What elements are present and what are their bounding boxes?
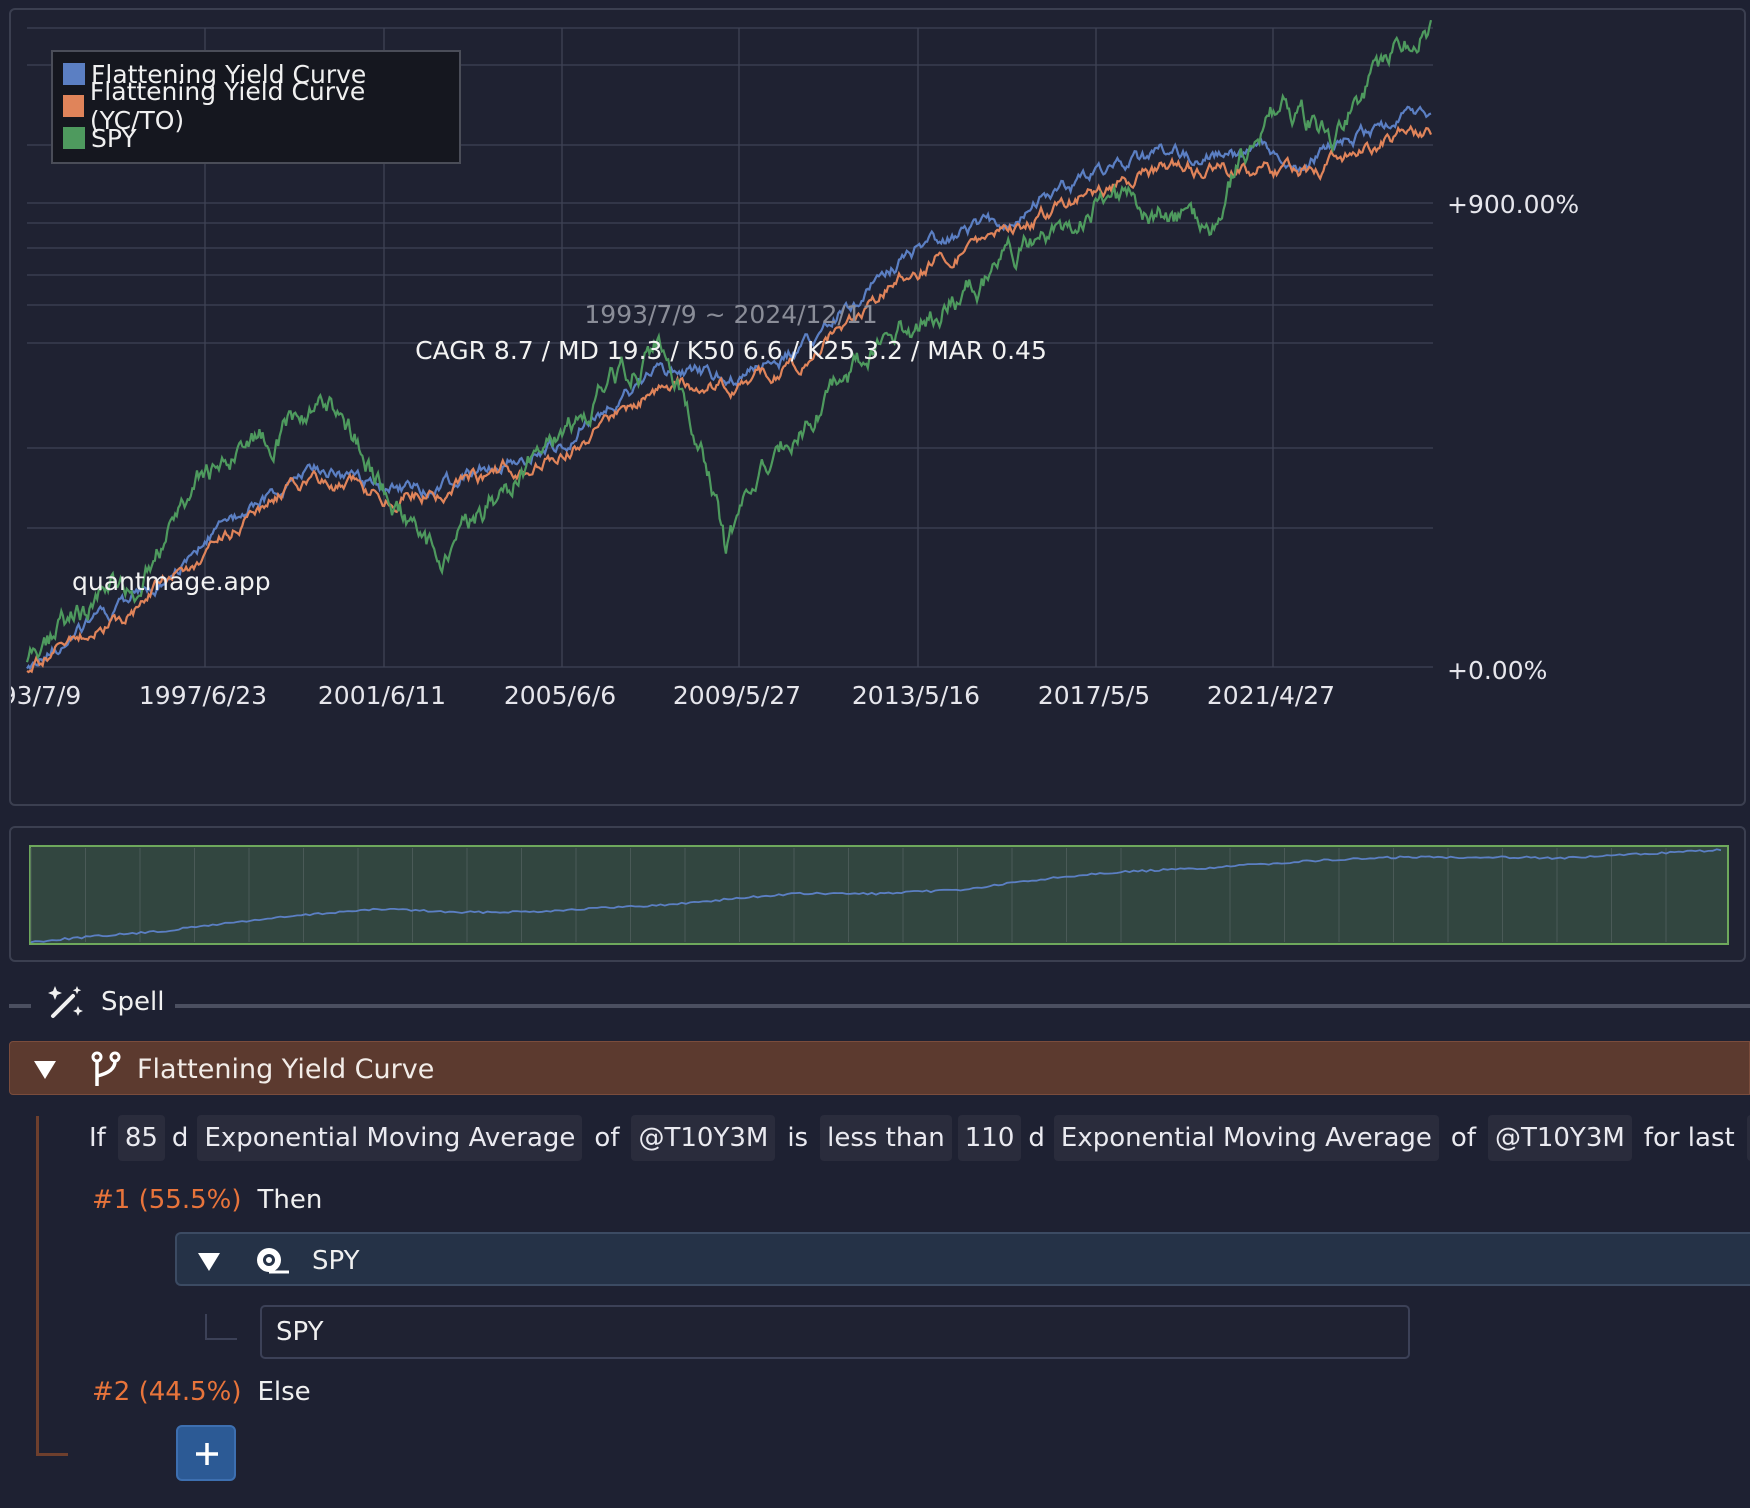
watermark: quantmage.app — [72, 567, 271, 596]
conditional-block-header[interactable]: Flattening Yield Curve — [9, 1041, 1750, 1095]
legend-swatch — [63, 63, 85, 85]
chart-legend: Flattening Yield Curve Flattening Yield C… — [51, 50, 461, 164]
then-keyword: Then — [257, 1185, 323, 1215]
if-keyword: If — [89, 1123, 106, 1153]
x-axis-label: 2005/6/6 — [504, 681, 616, 710]
comparator-select[interactable]: less than — [820, 1115, 952, 1161]
magic-wand-icon — [48, 986, 83, 1018]
navigator-plot[interactable] — [11, 828, 1748, 964]
branch-icon — [91, 1051, 121, 1086]
chart-navigator[interactable] — [9, 826, 1746, 962]
tree-connector-foot — [36, 1453, 68, 1456]
legend-label: Flattening Yield Curve (YC/TO) — [89, 77, 366, 135]
asset-block-header[interactable]: SPY — [175, 1232, 1750, 1286]
navigator-selection[interactable] — [29, 845, 1729, 945]
x-axis-label: 2009/5/27 — [673, 681, 801, 710]
left-ticker-field[interactable]: @T10Y3M — [631, 1115, 776, 1161]
right-ticker-field[interactable]: @T10Y3M — [1487, 1115, 1632, 1161]
for-last-keyword: for last — [1643, 1123, 1735, 1153]
ticker-input[interactable]: SPY — [260, 1305, 1410, 1359]
is-keyword: is — [787, 1123, 809, 1153]
ticker-icon — [257, 1248, 289, 1274]
performance-chart[interactable]: 93/7/9 1997/6/23 2001/6/11 2005/6/6 2009/5/2… — [11, 10, 1746, 806]
stats-annotation: CAGR 8.7 / MD 19.3 / K50 6.6 / K25 3.2 /… — [415, 336, 1047, 365]
tree-connector — [36, 1116, 39, 1456]
x-axis-label: 2013/5/16 — [852, 681, 980, 710]
else-branch-label: #2 (44.5%) Else — [92, 1377, 311, 1407]
of-keyword-2: of — [1450, 1123, 1476, 1153]
legend-item[interactable]: Flattening Yield Curve (YC/TO) — [63, 77, 449, 135]
then-branch-label: #1 (55.5%) Then — [92, 1185, 322, 1215]
legend-label: SPY — [91, 123, 137, 153]
of-keyword: of — [594, 1123, 620, 1153]
legend-item[interactable]: SPY — [63, 122, 449, 154]
plus-icon — [196, 1443, 218, 1465]
right-unit: d — [1028, 1123, 1045, 1153]
navigator-series-line — [30, 848, 1722, 944]
y-axis-label: +0.00% — [1447, 656, 1547, 685]
collapse-triangle-icon[interactable] — [195, 1246, 223, 1274]
else-keyword: Else — [257, 1377, 311, 1407]
x-axis-label: 2017/5/5 — [1038, 681, 1150, 710]
then-branch-weight: #1 (55.5%) — [92, 1185, 242, 1215]
x-axis-label: 93/7/9 — [11, 681, 81, 710]
y-axis-label: +900.00% — [1447, 190, 1579, 219]
block-title: Flattening Yield Curve — [137, 1054, 435, 1085]
left-indicator-select[interactable]: Exponential Moving Average — [197, 1115, 583, 1161]
add-block-button[interactable] — [176, 1425, 236, 1481]
right-window-value: 110 — [964, 1123, 1015, 1153]
tree-connector-elbow — [205, 1314, 237, 1340]
asset-title: SPY — [312, 1246, 360, 1276]
duration-field[interactable]: 2 — [1746, 1115, 1750, 1161]
else-branch-weight: #2 (44.5%) — [92, 1377, 242, 1407]
right-window-field[interactable]: 110 — [957, 1115, 1022, 1161]
spell-section-header: Spell — [9, 978, 1750, 1028]
condition-row: If 85 d Exponential Moving Average of @T… — [80, 1110, 1750, 1166]
x-axis-label: 2001/6/11 — [318, 681, 446, 710]
left-window-value: 85 — [124, 1123, 158, 1153]
collapse-triangle-icon[interactable] — [30, 1053, 60, 1083]
chart-panel: 93/7/9 1997/6/23 2001/6/11 2005/6/6 2009/5/2… — [9, 8, 1746, 806]
right-indicator-select[interactable]: Exponential Moving Average — [1053, 1115, 1439, 1161]
legend-swatch — [63, 127, 85, 149]
legend-item[interactable]: Flattening Yield Curve — [63, 58, 449, 90]
legend-label: Flattening Yield Curve — [91, 59, 367, 89]
series-line-flattening-yield-curve — [26, 105, 1432, 671]
legend-swatch — [63, 95, 84, 117]
date-range-annotation: 1993/7/9 ~ 2024/12/11 — [584, 300, 877, 329]
series-line-spy — [25, 19, 1433, 663]
series-line-flattening-yield-curve-yc-to- — [26, 124, 1433, 674]
left-unit: d — [171, 1123, 189, 1153]
x-axis-label: 1997/6/23 — [139, 681, 267, 710]
x-axis-label: 2021/4/27 — [1207, 681, 1335, 710]
spell-label: Spell — [101, 987, 165, 1017]
left-window-field[interactable]: 85 — [117, 1115, 165, 1161]
